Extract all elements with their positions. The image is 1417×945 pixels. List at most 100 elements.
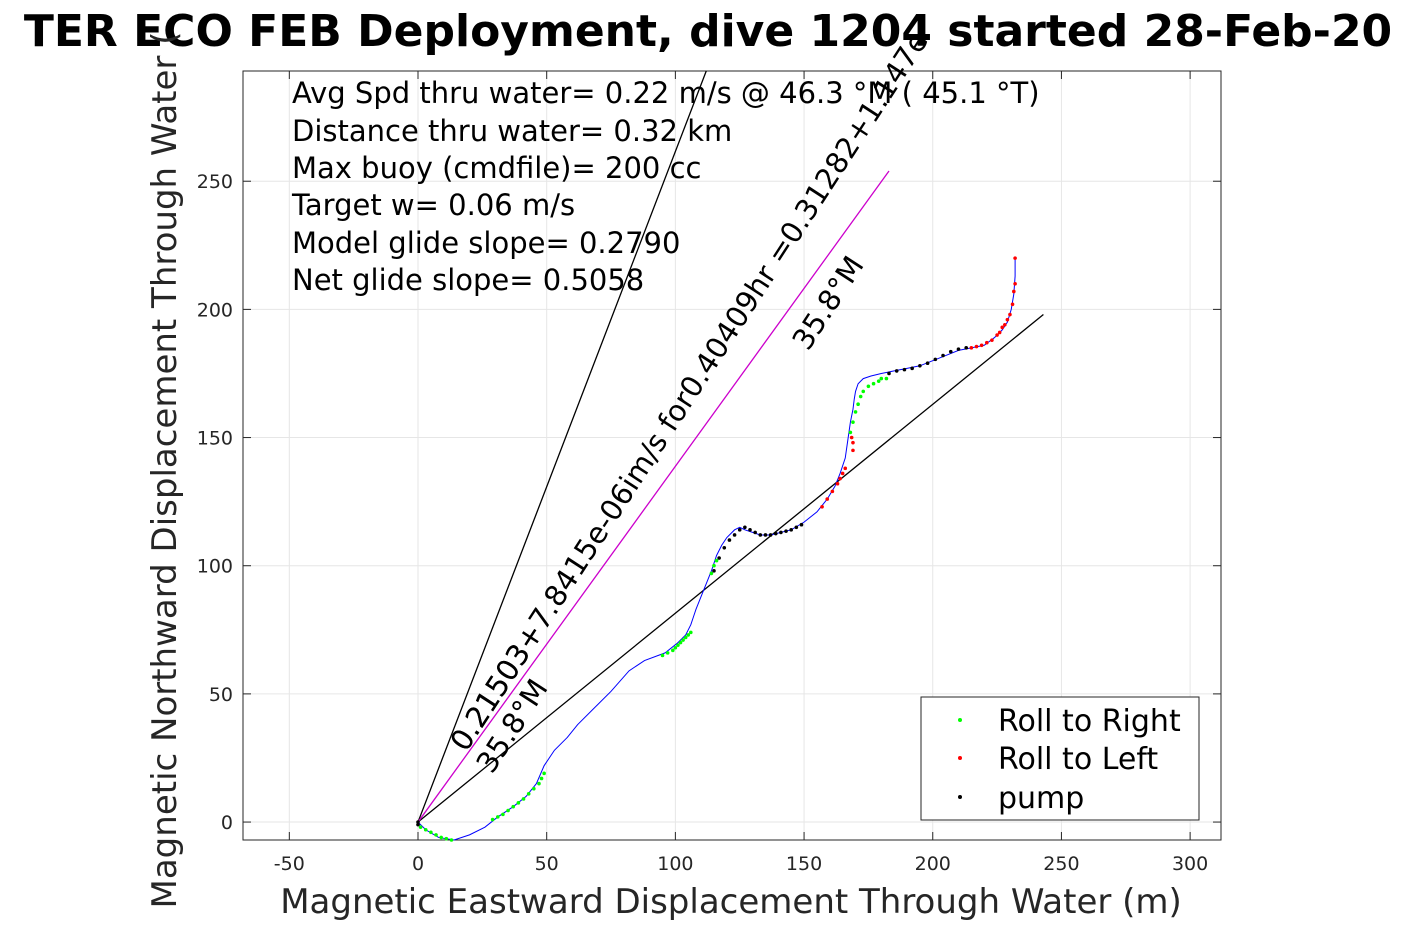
- roll-right-point: [439, 835, 443, 840]
- roll-left-point: [1012, 289, 1016, 294]
- pump-point: [933, 357, 938, 362]
- roll-right-point: [418, 825, 423, 829]
- roll-left-point: [969, 346, 974, 350]
- roll-right-point: [490, 817, 495, 822]
- roll-left-point: [995, 333, 999, 337]
- roll-left-point: [997, 330, 1002, 335]
- legend-label-pump: pump: [998, 781, 1084, 816]
- roll-right-point: [506, 808, 510, 813]
- roll-right-point: [516, 801, 521, 805]
- roll-right-point: [858, 394, 863, 399]
- y-tick-label: 200: [197, 299, 233, 321]
- pump-point: [918, 363, 922, 368]
- grid-lines: [243, 71, 1221, 840]
- pump-point: [763, 533, 768, 537]
- roll-right-point: [709, 571, 714, 576]
- glider-track: [417, 258, 1016, 841]
- roll-right-point: [681, 638, 685, 642]
- pump-point: [753, 530, 757, 535]
- roll-left-point: [820, 504, 824, 509]
- roll-left-point: [1013, 256, 1017, 260]
- roll-left-point: [984, 340, 989, 345]
- pump-point: [964, 346, 969, 350]
- pump-point: [799, 522, 804, 527]
- info-line-max-buoy: Max buoy (cmdfile)= 200 cc: [292, 151, 701, 185]
- roll-right-point: [671, 648, 675, 653]
- x-tick-label: -50: [274, 853, 305, 875]
- roll-right-point: [542, 771, 546, 776]
- legend-marker-roll-left: [958, 756, 962, 760]
- roll-right-point: [434, 833, 438, 837]
- roll-right-point: [526, 792, 531, 796]
- roll-right-point: [714, 558, 719, 563]
- pump-point: [748, 528, 752, 532]
- x-tick-label: 200: [915, 853, 951, 875]
- pump-point: [416, 820, 420, 824]
- pump-point: [743, 525, 747, 530]
- chart-title: TER ECO FEB Deployment, dive 1204 starte…: [24, 6, 1392, 57]
- pump-point: [956, 347, 961, 351]
- legend: Roll to Right Roll to Left pump: [920, 696, 1200, 821]
- roll-right-point: [660, 653, 665, 658]
- roll-right-point: [871, 381, 876, 386]
- pump-point: [784, 529, 788, 533]
- roll-right-point: [665, 651, 670, 655]
- roll-right-point: [423, 827, 428, 832]
- info-line-model-glide: Model glide slope= 0.2790: [292, 226, 680, 260]
- roll-right-point: [712, 563, 716, 568]
- pump-point: [732, 533, 737, 537]
- roll-left-point: [1003, 322, 1007, 327]
- pump-point: [773, 531, 778, 536]
- roll-right-point: [876, 379, 881, 383]
- y-tick-label: 0: [221, 812, 233, 834]
- pump-point: [722, 545, 727, 550]
- roll-right-point: [539, 776, 544, 781]
- legend-label-roll-left: Roll to Left: [998, 742, 1158, 777]
- y-axis-label: Magnetic Northward Displacement Through …: [145, 32, 185, 909]
- roll-left-point: [851, 448, 855, 453]
- info-line-avg-speed: Avg Spd thru water= 0.22 m/s @ 46.3 °M (…: [292, 76, 1040, 110]
- legend-label-roll-right: Roll to Right: [998, 704, 1181, 739]
- info-line-distance: Distance thru water= 0.32 km: [292, 114, 732, 148]
- roll-right-point: [678, 640, 683, 645]
- roll-left-point: [990, 338, 994, 342]
- roll-left-point: [838, 476, 842, 481]
- roll-left-point: [1013, 281, 1017, 286]
- pump-point: [941, 353, 945, 358]
- roll-right-point: [495, 815, 500, 819]
- roll-left-point: [830, 489, 835, 494]
- pump-point: [727, 538, 732, 542]
- pump-point: [894, 369, 899, 373]
- roll-right-point: [429, 830, 433, 835]
- pump-point: [758, 533, 763, 537]
- y-tick-label: 150: [197, 428, 233, 450]
- pump-point: [794, 525, 799, 530]
- roll-left-point: [835, 481, 840, 486]
- pump-point: [902, 367, 907, 372]
- roll-right-point: [676, 643, 680, 647]
- roll-left-point: [843, 466, 848, 471]
- roll-right-point: [521, 797, 526, 801]
- pump-point: [910, 366, 914, 371]
- roll-right-point: [866, 384, 871, 389]
- y-tick-label: 50: [209, 684, 233, 706]
- pump-point: [768, 533, 773, 537]
- info-line-net-glide: Net glide slope= 0.5058: [292, 263, 644, 297]
- data-series: [416, 70, 1044, 842]
- x-tick-label: 50: [535, 853, 559, 875]
- roll-left-point: [851, 440, 855, 445]
- roll-left-point: [1005, 317, 1010, 322]
- legend-marker-roll-right: [958, 718, 962, 722]
- axes-box: [242, 70, 1222, 841]
- roll-right-point: [449, 838, 454, 842]
- axis-ticks: -50 0 50 100 150 200 250 300 0 50 100 150 200 250: [197, 71, 1221, 875]
- y-tick-label: 250: [197, 171, 233, 193]
- roll-right-point: [861, 389, 866, 394]
- pump-point: [925, 361, 930, 366]
- legend-marker-pump: [958, 795, 962, 799]
- roll-right-point: [683, 635, 688, 640]
- roll-right-point: [853, 410, 858, 414]
- roll-right-point: [856, 402, 860, 407]
- pump-point: [779, 530, 783, 535]
